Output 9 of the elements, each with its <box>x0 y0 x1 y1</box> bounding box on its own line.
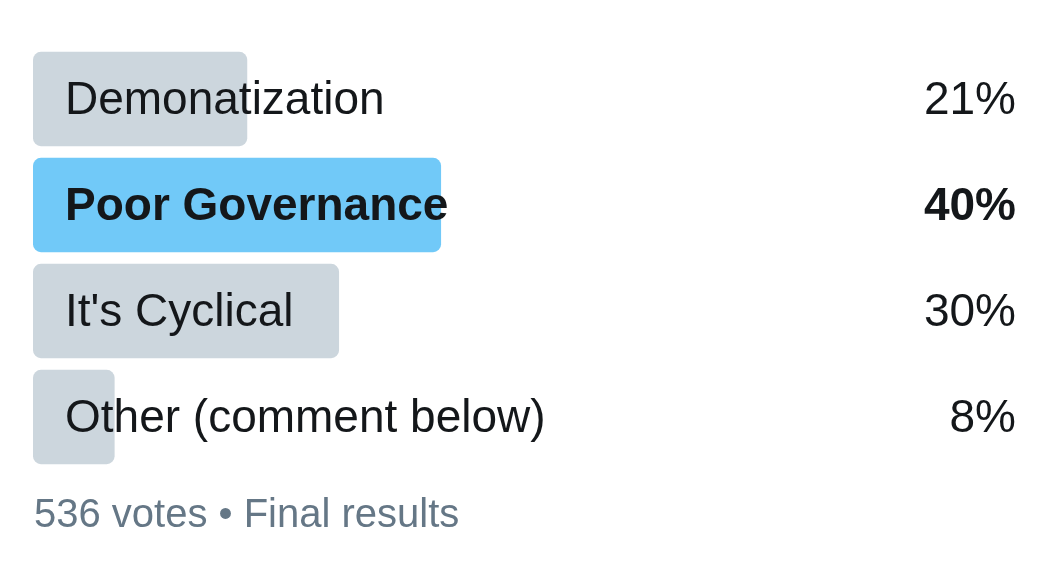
bar <box>33 263 340 359</box>
y-tick-label: Other (comment below) <box>65 389 546 442</box>
y-tick-label: Demonatization <box>65 71 385 124</box>
text: 536 votes • Final results <box>34 491 460 536</box>
data-label: 21% <box>923 71 1016 124</box>
data-label: 40% <box>923 177 1016 230</box>
data-label: 30% <box>923 283 1016 336</box>
data-label: 8% <box>949 389 1016 442</box>
y-tick-label: It's Cyclical <box>65 283 294 336</box>
